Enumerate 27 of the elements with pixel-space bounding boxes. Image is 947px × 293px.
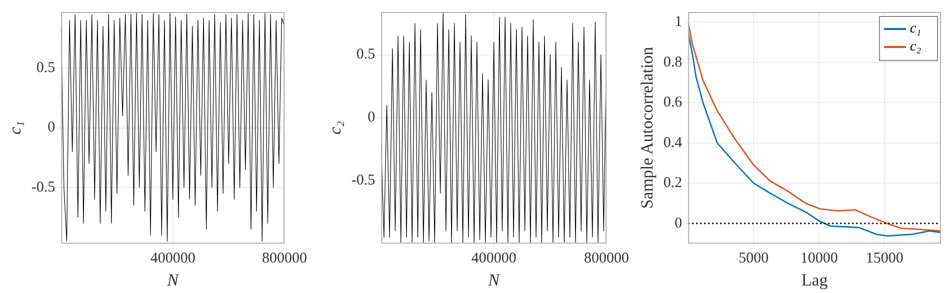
y-axis-title: c₂ — [326, 120, 345, 135]
y-tick-label: 0 — [48, 120, 56, 136]
y-tick-label: -0.5 — [31, 179, 56, 196]
x-axis-title: Lag — [801, 270, 828, 290]
legend-label: c₂ — [910, 40, 922, 55]
y-tick-label: 0 — [368, 110, 376, 126]
y-tick-label: 0.2 — [663, 175, 682, 192]
x-tick-label: 400000 — [150, 250, 196, 267]
y-tick-label: 0.5 — [356, 46, 376, 63]
x-tick-label: 10000 — [800, 250, 838, 267]
y-tick-label: 0.4 — [663, 134, 683, 151]
x-tick-label: 400000 — [471, 250, 516, 267]
x-axis-title: N — [166, 270, 180, 290]
y-axis-title: c₁ — [6, 121, 25, 135]
x-axis-title: N — [487, 270, 502, 290]
x-tick-label: 800000 — [262, 250, 307, 267]
y-tick-label: 1 — [674, 14, 682, 30]
y-axis-title: Sample Autocorrelation — [638, 46, 657, 209]
x-tick-label: 15000 — [866, 250, 904, 267]
legend-label: c₁ — [910, 22, 922, 37]
y-tick-label: 0 — [674, 215, 682, 232]
y-tick-label: -0.5 — [351, 172, 376, 189]
x-tick-label: 5000 — [738, 250, 769, 267]
y-tick-label: 0.8 — [663, 54, 682, 70]
y-tick-label: 0.5 — [36, 60, 56, 76]
y-tick-label: 0.6 — [663, 94, 683, 111]
x-tick-label: 800000 — [584, 250, 629, 267]
